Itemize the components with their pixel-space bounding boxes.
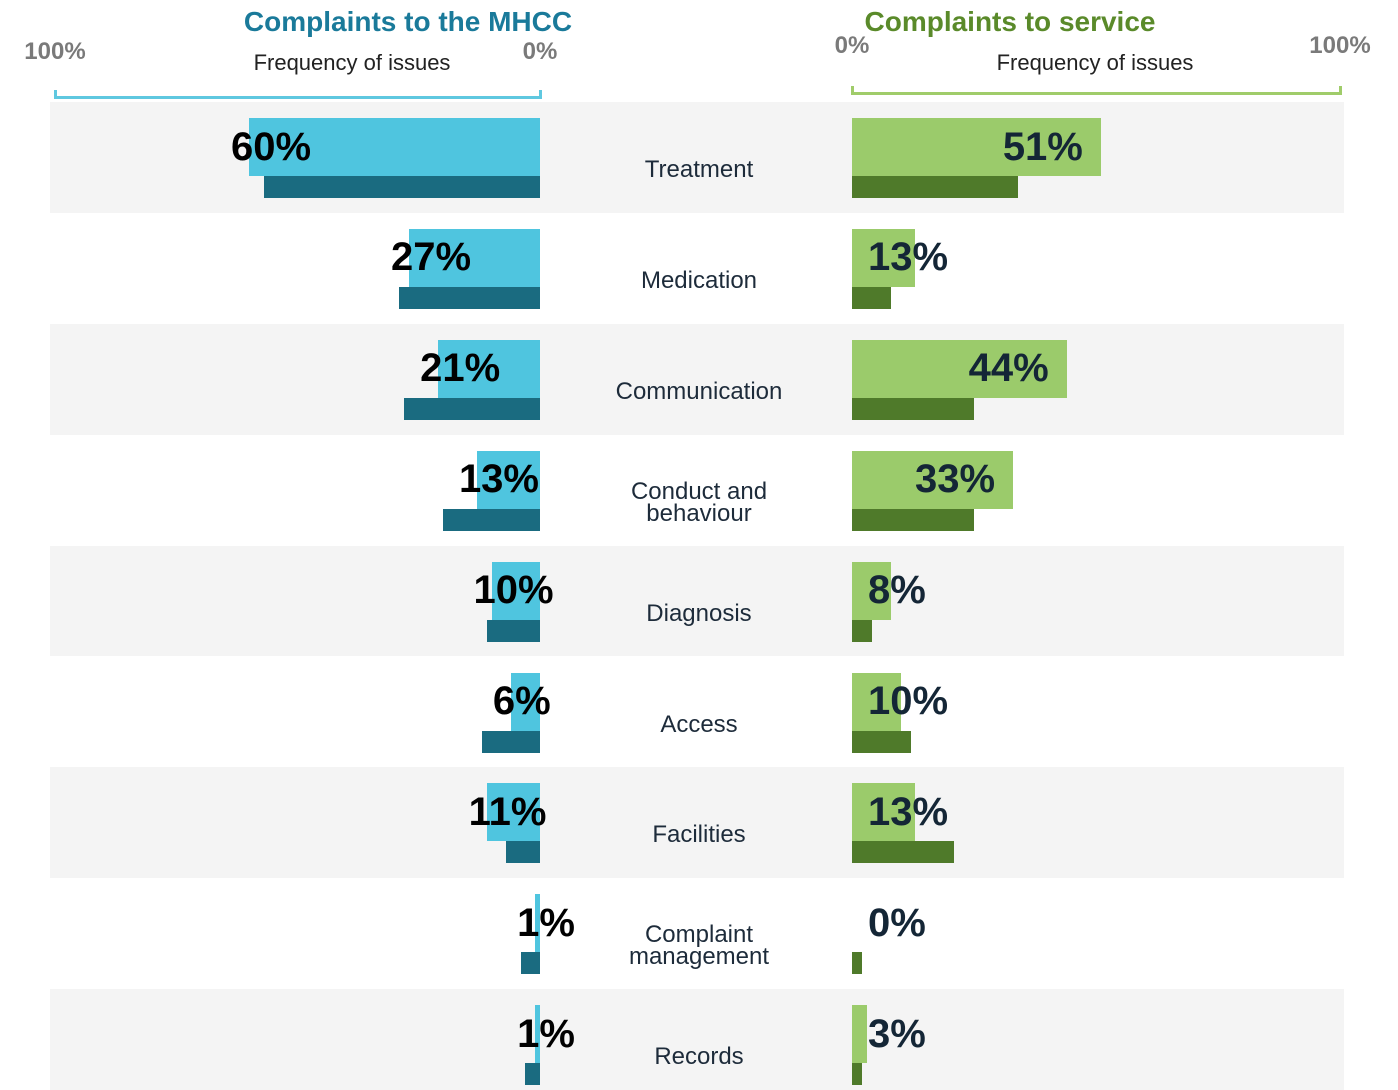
value-label: 1%	[517, 1011, 575, 1056]
tick-label: 100%	[1309, 32, 1371, 59]
bar	[520, 952, 540, 975]
category-label: Records	[654, 1043, 744, 1071]
category-label: Medication	[640, 266, 758, 294]
bar	[535, 1005, 540, 1064]
value-label: 10%	[473, 568, 554, 613]
bar	[852, 339, 1067, 398]
bar	[852, 118, 1101, 176]
category-label: Conduct and behaviour	[630, 477, 768, 527]
tick-label: 0%	[522, 38, 558, 65]
value-label: 21%	[420, 346, 501, 391]
tick-label: 0%	[834, 32, 870, 59]
category-label: Complaint management	[628, 921, 770, 971]
axis-label: Frequency of issues	[253, 50, 451, 75]
bar	[481, 730, 540, 753]
tick-mark	[538, 90, 542, 99]
bar	[486, 619, 540, 642]
bar	[852, 783, 916, 842]
bar	[443, 508, 540, 531]
panel-title: Complaints to service	[864, 6, 1156, 37]
tick-label: 100%	[24, 38, 86, 65]
category-label: Facilities	[652, 821, 746, 849]
bar	[852, 1063, 862, 1086]
bar	[852, 286, 892, 309]
bar	[852, 450, 1014, 509]
row-band	[50, 323, 1344, 435]
bar	[852, 228, 916, 287]
bar	[510, 672, 540, 731]
bar	[852, 176, 1018, 198]
bar	[486, 783, 540, 842]
bar	[852, 561, 892, 620]
axis-bracket	[852, 92, 1340, 95]
axis-bracket	[55, 96, 540, 99]
value-label: 6%	[492, 679, 551, 723]
tick-mark	[1338, 86, 1342, 95]
value-label: 44%	[968, 346, 1049, 391]
value-label: 1%	[517, 900, 575, 945]
bar	[438, 339, 540, 398]
bar	[506, 841, 540, 864]
value-label: 11%	[468, 789, 547, 834]
bar	[852, 730, 911, 753]
row-band	[50, 545, 1344, 657]
value-label: 33%	[914, 457, 996, 502]
tick-mark	[850, 86, 854, 95]
value-label: 27%	[391, 235, 472, 280]
value-label: 13%	[868, 235, 949, 280]
axis-label: Frequency of issues	[996, 50, 1194, 75]
tick-mark	[53, 90, 57, 99]
bar	[491, 561, 540, 620]
category-label: Treatment	[644, 156, 754, 183]
row-band	[50, 767, 1344, 879]
value-label: 13%	[458, 457, 539, 502]
bar	[263, 176, 540, 198]
value-label: 13%	[868, 789, 949, 834]
value-label: 51%	[1002, 124, 1083, 169]
category-label: Communication	[615, 377, 783, 405]
bar	[399, 286, 540, 309]
bar	[525, 1063, 540, 1086]
bar	[852, 952, 862, 975]
bar	[476, 450, 540, 509]
value-label: 0%	[868, 900, 926, 945]
bar	[852, 1005, 867, 1064]
bar	[852, 619, 872, 642]
panel-title: Complaints to the MHCC	[243, 6, 573, 37]
row-band	[50, 989, 1344, 1090]
bar	[535, 894, 540, 953]
value-label: 60%	[231, 124, 312, 169]
category-label: Access	[660, 710, 738, 738]
value-label: 8%	[868, 568, 926, 613]
category-label: Diagnosis	[646, 599, 752, 627]
bar	[852, 672, 901, 731]
bar	[852, 397, 974, 420]
bar	[852, 508, 974, 531]
bar	[404, 397, 540, 420]
bar	[249, 118, 540, 176]
value-label: 3%	[868, 1011, 926, 1056]
bar	[852, 841, 955, 864]
bar	[409, 228, 540, 287]
value-label: 10%	[868, 679, 949, 723]
